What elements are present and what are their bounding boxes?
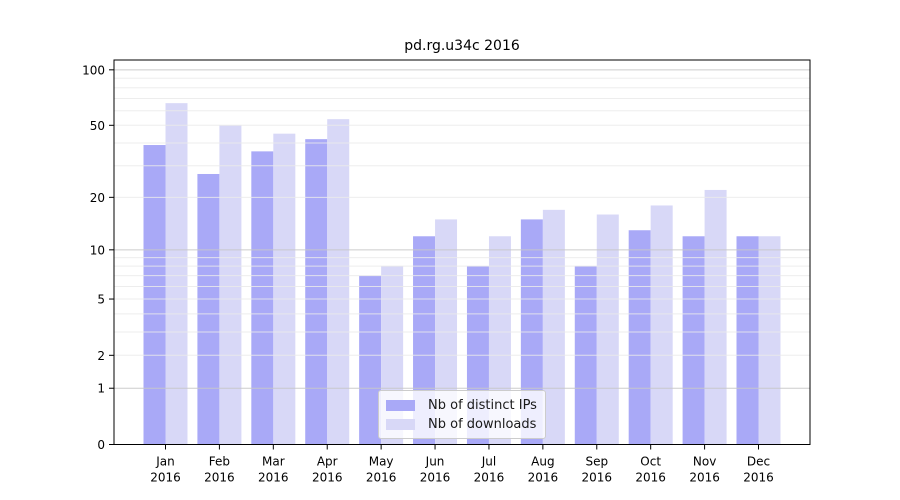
x-tick-label-year: 2016 <box>204 471 235 485</box>
legend-swatch-distinct-ips <box>386 399 415 411</box>
x-tick-label-month: Mar <box>262 455 285 469</box>
bar-distinct-ips-feb <box>197 173 220 445</box>
legend-swatch-downloads <box>386 418 415 430</box>
bar-downloads-nov <box>704 189 727 445</box>
legend-label-downloads: Nb of downloads <box>428 416 537 432</box>
x-tick-label-year: 2016 <box>258 471 289 485</box>
y-tick-label: 100 <box>82 63 105 77</box>
y-tick-label: 1 <box>97 382 105 396</box>
x-tick-label-year: 2016 <box>312 471 343 485</box>
x-tick-label-month: Jan <box>155 455 175 469</box>
chart-title: pd.rg.u34c 2016 <box>404 38 520 54</box>
bar-distinct-ips-apr <box>305 139 328 445</box>
legend: Nb of distinct IPs Nb of downloads <box>378 390 546 439</box>
bar-downloads-apr <box>327 119 350 445</box>
bar-downloads-jan <box>165 103 188 445</box>
x-tick-label-month: Dec <box>747 455 770 469</box>
y-tick-label: 0 <box>97 438 105 452</box>
x-tick-label-month: Sep <box>585 455 608 469</box>
y-tick-label: 50 <box>90 119 105 133</box>
x-tick-label-month: Oct <box>640 455 661 469</box>
bar-distinct-ips-mar <box>251 151 274 445</box>
y-tick-label: 10 <box>90 243 105 257</box>
x-tick-label-month: Apr <box>317 455 338 469</box>
x-tick-label-month: Jul <box>481 455 496 469</box>
x-tick-label-year: 2016 <box>366 471 397 485</box>
bar-downloads-oct <box>650 205 673 445</box>
x-tick-label-year: 2016 <box>743 471 774 485</box>
legend-item-downloads: Nb of downloads <box>386 418 545 431</box>
x-tick-label-month: Jun <box>425 455 445 469</box>
x-tick-label-year: 2016 <box>420 471 451 485</box>
bar-downloads-sep <box>596 214 619 445</box>
y-tick-label: 20 <box>90 191 105 205</box>
x-tick-label-month: May <box>369 455 394 469</box>
bar-distinct-ips-oct <box>628 230 651 445</box>
x-tick-label-year: 2016 <box>150 471 181 485</box>
bar-distinct-ips-nov <box>682 236 705 445</box>
bar-downloads-feb <box>219 125 242 445</box>
bar-distinct-ips-jan <box>143 145 166 445</box>
x-tick-label-month: Feb <box>209 455 230 469</box>
bar-downloads-aug <box>542 209 565 445</box>
legend-label-distinct-ips: Nb of distinct IPs <box>428 397 537 413</box>
bar-distinct-ips-dec <box>736 236 759 445</box>
x-tick-label-year: 2016 <box>474 471 505 485</box>
y-tick-label: 2 <box>97 349 105 363</box>
x-tick-label-year: 2016 <box>689 471 720 485</box>
x-tick-label-year: 2016 <box>635 471 666 485</box>
x-tick-label-year: 2016 <box>528 471 559 485</box>
x-tick-label-year: 2016 <box>581 471 612 485</box>
plot-border <box>113 59 811 445</box>
x-tick-label-month: Nov <box>693 455 716 469</box>
bar-distinct-ips-may <box>359 275 382 445</box>
x-tick-label-month: Aug <box>531 455 554 469</box>
bar-downloads-mar <box>273 133 296 445</box>
y-tick-label: 5 <box>97 293 105 307</box>
legend-item-distinct-ips: Nb of distinct IPs <box>386 399 545 412</box>
bar-downloads-dec <box>758 236 781 445</box>
